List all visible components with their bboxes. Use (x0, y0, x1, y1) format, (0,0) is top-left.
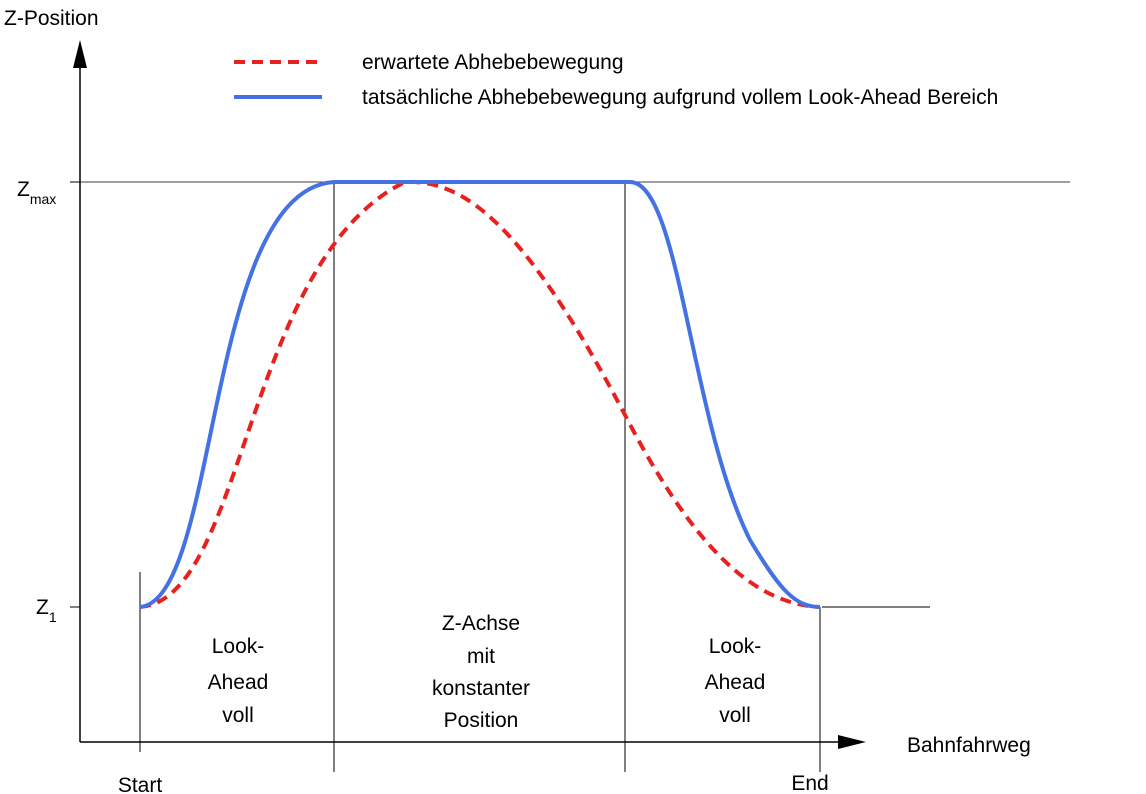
region-middle-text: Z-Achse mit konstanter Position (432, 612, 530, 732)
x-axis-arrow (838, 735, 866, 749)
end-label: End (791, 772, 828, 794)
svg-text:Ahead: Ahead (208, 671, 269, 694)
y-axis-arrow (73, 40, 87, 68)
legend-expected-label: erwartete Abhebebewegung (362, 51, 624, 74)
region-right-text: Look- Ahead voll (705, 635, 766, 727)
svg-text:voll: voll (719, 704, 751, 727)
start-label: Start (118, 774, 163, 794)
legend-actual-label: tatsächliche Abhebebewegung aufgrund vol… (362, 86, 998, 109)
svg-text:Look-: Look- (212, 635, 265, 658)
y-axis-label: Z-Position (4, 7, 99, 30)
z1-label: Z1 (36, 596, 57, 625)
svg-text:Position: Position (444, 709, 519, 732)
svg-text:mit: mit (467, 645, 495, 668)
x-axis-label: Bahnfahrweg (907, 734, 1031, 757)
svg-text:Look-: Look- (709, 635, 762, 658)
expected-lift-curve (139, 179, 821, 609)
region-left-text: Look- Ahead voll (208, 635, 269, 727)
zmax-label: Zmax (17, 178, 56, 207)
actual-lift-curve (139, 180, 821, 609)
svg-text:Ahead: Ahead (705, 671, 766, 694)
svg-text:konstanter: konstanter (432, 677, 530, 700)
svg-text:Z-Achse: Z-Achse (442, 612, 520, 635)
svg-text:voll: voll (222, 704, 254, 727)
